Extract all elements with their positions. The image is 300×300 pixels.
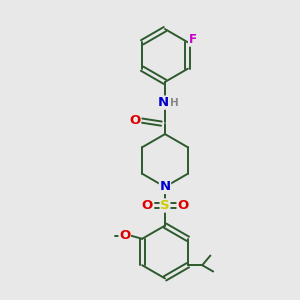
Text: N: N xyxy=(158,96,169,109)
Text: O: O xyxy=(119,229,130,242)
Text: H: H xyxy=(169,98,178,109)
Text: O: O xyxy=(129,114,141,127)
Text: O: O xyxy=(177,199,189,212)
Text: S: S xyxy=(160,199,170,212)
Text: O: O xyxy=(141,199,153,212)
Text: F: F xyxy=(188,33,196,46)
Text: N: N xyxy=(159,180,171,194)
